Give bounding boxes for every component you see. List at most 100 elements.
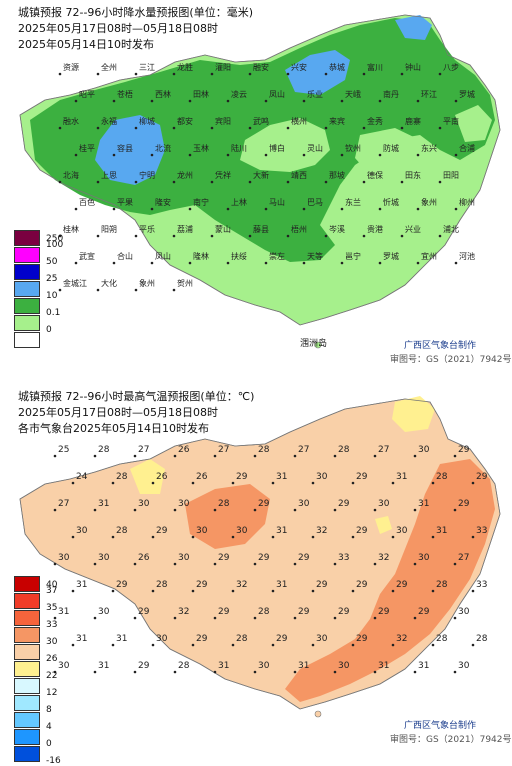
temp-value-label: 31 — [418, 661, 429, 671]
temp-issued: 各市气象台2025年05月14日10时发布 — [18, 422, 209, 435]
city-label: 融水 — [63, 116, 79, 126]
precip-issued: 2025年05月14日10时发布 — [18, 38, 154, 51]
city-dot — [362, 180, 366, 184]
temp-legend-swatch — [14, 576, 40, 592]
temp-station-dot — [173, 454, 177, 458]
temp-value-label: 30 — [58, 553, 70, 563]
temp-value-label: 31 — [396, 472, 407, 482]
city-label: 宁明 — [139, 170, 155, 180]
city-dot — [210, 234, 214, 238]
city-dot — [340, 261, 344, 265]
city-dot — [454, 207, 458, 211]
precip-legend-swatch — [14, 230, 40, 246]
city-dot — [112, 207, 116, 211]
city-dot — [286, 72, 290, 76]
temp-value-label: 29 — [116, 580, 128, 590]
temp-value-label: 28 — [116, 472, 128, 482]
temp-value-label: 30 — [396, 526, 408, 536]
precip-legend-swatch — [14, 315, 40, 331]
temp-station-dot — [373, 454, 377, 458]
temp-legend-label: 35 — [46, 603, 58, 613]
city-label: 三江 — [139, 63, 155, 72]
city-label: 钟山 — [405, 62, 421, 72]
city-dot — [172, 234, 176, 238]
temp-value-label: 29 — [396, 580, 408, 590]
weizhou-island-temp — [314, 710, 322, 718]
temp-value-label: 29 — [378, 607, 390, 617]
city-label: 田阳 — [443, 171, 459, 180]
temp-value-label: 29 — [338, 607, 350, 617]
temp-value-label: 30 — [98, 553, 110, 563]
temp-value-label: 29 — [356, 472, 368, 482]
city-label: 大化 — [101, 278, 117, 288]
temp-value-label: 28 — [476, 634, 488, 644]
city-dot — [324, 234, 328, 238]
city-label: 永福 — [101, 116, 117, 126]
temp-station-dot — [311, 535, 315, 539]
temp-value-label: 29 — [316, 580, 328, 590]
city-label: 南丹 — [383, 89, 399, 99]
city-dot — [362, 72, 366, 76]
temp-value-label: 30 — [156, 634, 168, 644]
temp-value-label: 26 — [138, 553, 150, 563]
temp-station-dot — [173, 508, 177, 512]
city-label: 田林 — [193, 89, 209, 99]
temp-value-label: 28 — [258, 445, 270, 455]
temp-value-label: 30 — [316, 634, 328, 644]
city-label: 贵港 — [367, 224, 383, 234]
temp-station-dot — [231, 643, 235, 647]
temp-legend-label: 40 — [46, 580, 58, 590]
temp-legend-swatch — [14, 695, 40, 711]
city-dot — [74, 99, 78, 103]
city-label: 德保 — [367, 170, 383, 180]
temp-legend-swatch — [14, 593, 40, 609]
temp-station-dot — [71, 589, 75, 593]
city-label: 资源 — [63, 62, 79, 72]
temp-station-dot — [311, 643, 315, 647]
temp-station-dot — [373, 562, 377, 566]
temp-station-dot — [471, 535, 475, 539]
city-label: 富川 — [367, 62, 383, 72]
temp-station-dot — [351, 535, 355, 539]
temp-legend-swatch — [14, 729, 40, 745]
precip-legend-swatch — [14, 332, 40, 348]
temp-station-dot — [151, 535, 155, 539]
temp-station-dot — [311, 481, 315, 485]
city-label: 合浦 — [459, 143, 475, 153]
city-label: 阳朔 — [101, 224, 117, 234]
temp-value-label: 30 — [138, 499, 150, 509]
city-dot — [302, 99, 306, 103]
temp-station-dot — [373, 616, 377, 620]
temp-value-label: 29 — [258, 499, 270, 509]
temp-legend-swatch — [14, 610, 40, 626]
city-dot — [400, 180, 404, 184]
temp-value-label: 33 — [476, 580, 487, 590]
temp-legend-label: 4 — [46, 722, 52, 732]
city-dot — [286, 126, 290, 130]
city-dot — [96, 288, 100, 292]
city-dot — [416, 207, 420, 211]
temp-station-dot — [413, 616, 417, 620]
city-dot — [248, 72, 252, 76]
temp-value-label: 31 — [298, 661, 309, 671]
city-label: 灵山 — [307, 143, 323, 153]
temp-value-label: 29 — [258, 553, 270, 563]
temp-station-dot — [213, 562, 217, 566]
temp-station-dot — [351, 589, 355, 593]
city-dot — [58, 288, 62, 292]
city-dot — [58, 126, 62, 130]
temp-value-label: 30 — [236, 526, 248, 536]
temp-value-label: 28 — [436, 580, 448, 590]
temp-station-dot — [133, 670, 137, 674]
city-dot — [188, 261, 192, 265]
temp-value-label: 30 — [178, 499, 190, 509]
temp-value-label: 30 — [458, 661, 470, 671]
city-label: 东兰 — [345, 197, 361, 207]
city-label: 上林 — [231, 197, 247, 207]
temp-station-dot — [111, 481, 115, 485]
precip-panel: 资源 全州 三江 龙胜 灌阳 融安 兴安 恭城 富川 钟山 八步 昭平 苍梧 西林 田林 凌云 凤山 乐业 天峨 南丹… — [0, 0, 512, 380]
city-dot — [188, 99, 192, 103]
city-label: 梧州 — [291, 224, 307, 234]
temp-value-label: 28 — [436, 634, 448, 644]
